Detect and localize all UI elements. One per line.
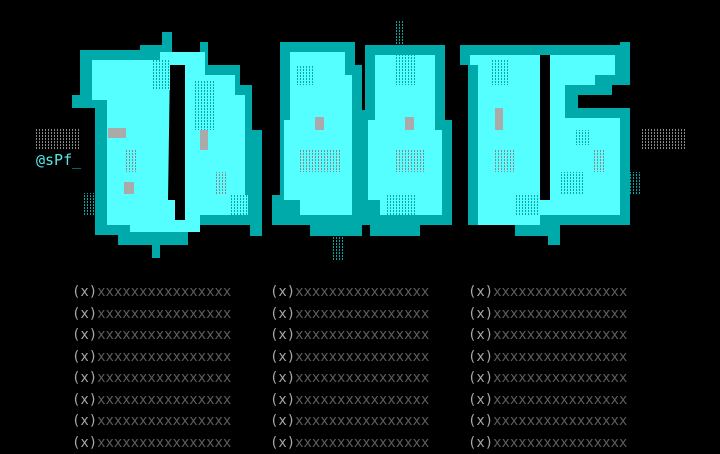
text-column: (x)xxxxxxxxxxxxxxxx(x)xxxxxxxxxxxxxxxx(x… <box>468 282 627 454</box>
list-item: (x)xxxxxxxxxxxxxxxx <box>270 411 429 433</box>
list-item: (x)xxxxxxxxxxxxxxxx <box>72 304 231 326</box>
list-item: (x)xxxxxxxxxxxxxxxx <box>270 390 429 412</box>
placeholder-text: xxxxxxxxxxxxxxxx <box>493 370 627 386</box>
marker: (x) <box>72 327 97 343</box>
list-item: (x)xxxxxxxxxxxxxxxx <box>270 325 429 347</box>
marker: (x) <box>270 327 295 343</box>
marker: (x) <box>468 392 493 408</box>
artist-signature: @sPf_ <box>36 151 81 169</box>
list-item: (x)xxxxxxxxxxxxxxxx <box>72 325 231 347</box>
placeholder-text: xxxxxxxxxxxxxxxx <box>493 284 627 300</box>
marker: (x) <box>72 284 97 300</box>
logo-letter-3 <box>358 45 452 236</box>
marker: (x) <box>468 349 493 365</box>
marker: (x) <box>270 392 295 408</box>
left-dither-block <box>36 128 81 150</box>
placeholder-text: xxxxxxxxxxxxxxxx <box>295 435 429 451</box>
marker: (x) <box>72 306 97 322</box>
list-item: (x)xxxxxxxxxxxxxxxx <box>468 390 627 412</box>
list-item: (x)xxxxxxxxxxxxxxxx <box>468 368 627 390</box>
text-column: (x)xxxxxxxxxxxxxxxx(x)xxxxxxxxxxxxxxxx(x… <box>72 282 231 454</box>
marker: (x) <box>270 435 295 451</box>
text-column: (x)xxxxxxxxxxxxxxxx(x)xxxxxxxxxxxxxxxx(x… <box>270 282 429 454</box>
list-item: (x)xxxxxxxxxxxxxxxx <box>270 347 429 369</box>
list-item: (x)xxxxxxxxxxxxxxxx <box>468 347 627 369</box>
placeholder-text: xxxxxxxxxxxxxxxx <box>295 306 429 322</box>
logo-letter-4 <box>460 42 630 245</box>
placeholder-text: xxxxxxxxxxxxxxxx <box>493 327 627 343</box>
list-item: (x)xxxxxxxxxxxxxxxx <box>270 304 429 326</box>
marker: (x) <box>270 349 295 365</box>
marker: (x) <box>270 284 295 300</box>
placeholder-text: xxxxxxxxxxxxxxxx <box>97 413 231 429</box>
list-item: (x)xxxxxxxxxxxxxxxx <box>468 304 627 326</box>
list-item: (x)xxxxxxxxxxxxxxxx <box>270 433 429 454</box>
list-item: (x)xxxxxxxxxxxxxxxx <box>270 368 429 390</box>
placeholder-text: xxxxxxxxxxxxxxxx <box>97 284 231 300</box>
list-item: (x)xxxxxxxxxxxxxxxx <box>468 433 627 454</box>
marker: (x) <box>468 306 493 322</box>
ansi-logo-art <box>0 0 720 270</box>
placeholder-text: xxxxxxxxxxxxxxxx <box>97 349 231 365</box>
signature-text: @sPf <box>36 151 72 169</box>
placeholder-text: xxxxxxxxxxxxxxxx <box>97 392 231 408</box>
list-item: (x)xxxxxxxxxxxxxxxx <box>270 282 429 304</box>
placeholder-text: xxxxxxxxxxxxxxxx <box>493 435 627 451</box>
marker: (x) <box>468 370 493 386</box>
logo-letter-1 <box>72 32 262 258</box>
placeholder-text: xxxxxxxxxxxxxxxx <box>493 392 627 408</box>
right-dither-block <box>640 128 685 150</box>
marker: (x) <box>468 284 493 300</box>
list-item: (x)xxxxxxxxxxxxxxxx <box>72 411 231 433</box>
placeholder-text: xxxxxxxxxxxxxxxx <box>97 370 231 386</box>
cursor-underscore: _ <box>72 151 81 169</box>
marker: (x) <box>468 327 493 343</box>
logo-letter-2 <box>272 42 362 236</box>
marker: (x) <box>72 435 97 451</box>
list-item: (x)xxxxxxxxxxxxxxxx <box>72 368 231 390</box>
marker: (x) <box>72 392 97 408</box>
marker: (x) <box>72 349 97 365</box>
placeholder-text: xxxxxxxxxxxxxxxx <box>295 370 429 386</box>
placeholder-text: xxxxxxxxxxxxxxxx <box>295 413 429 429</box>
list-item: (x)xxxxxxxxxxxxxxxx <box>72 347 231 369</box>
marker: (x) <box>270 413 295 429</box>
placeholder-text: xxxxxxxxxxxxxxxx <box>493 349 627 365</box>
placeholder-text: xxxxxxxxxxxxxxxx <box>295 392 429 408</box>
placeholder-text: xxxxxxxxxxxxxxxx <box>97 327 231 343</box>
marker: (x) <box>72 370 97 386</box>
placeholder-text: xxxxxxxxxxxxxxxx <box>295 327 429 343</box>
marker: (x) <box>468 413 493 429</box>
placeholder-text: xxxxxxxxxxxxxxxx <box>97 435 231 451</box>
list-item: (x)xxxxxxxxxxxxxxxx <box>468 282 627 304</box>
list-item: (x)xxxxxxxxxxxxxxxx <box>468 325 627 347</box>
placeholder-text: xxxxxxxxxxxxxxxx <box>295 349 429 365</box>
list-item: (x)xxxxxxxxxxxxxxxx <box>72 390 231 412</box>
marker: (x) <box>270 306 295 322</box>
marker: (x) <box>468 435 493 451</box>
placeholder-text: xxxxxxxxxxxxxxxx <box>97 306 231 322</box>
list-item: (x)xxxxxxxxxxxxxxxx <box>72 433 231 454</box>
list-item: (x)xxxxxxxxxxxxxxxx <box>72 282 231 304</box>
marker: (x) <box>270 370 295 386</box>
marker: (x) <box>72 413 97 429</box>
placeholder-text: xxxxxxxxxxxxxxxx <box>493 413 627 429</box>
list-item: (x)xxxxxxxxxxxxxxxx <box>468 411 627 433</box>
placeholder-text: xxxxxxxxxxxxxxxx <box>295 284 429 300</box>
placeholder-text: xxxxxxxxxxxxxxxx <box>493 306 627 322</box>
